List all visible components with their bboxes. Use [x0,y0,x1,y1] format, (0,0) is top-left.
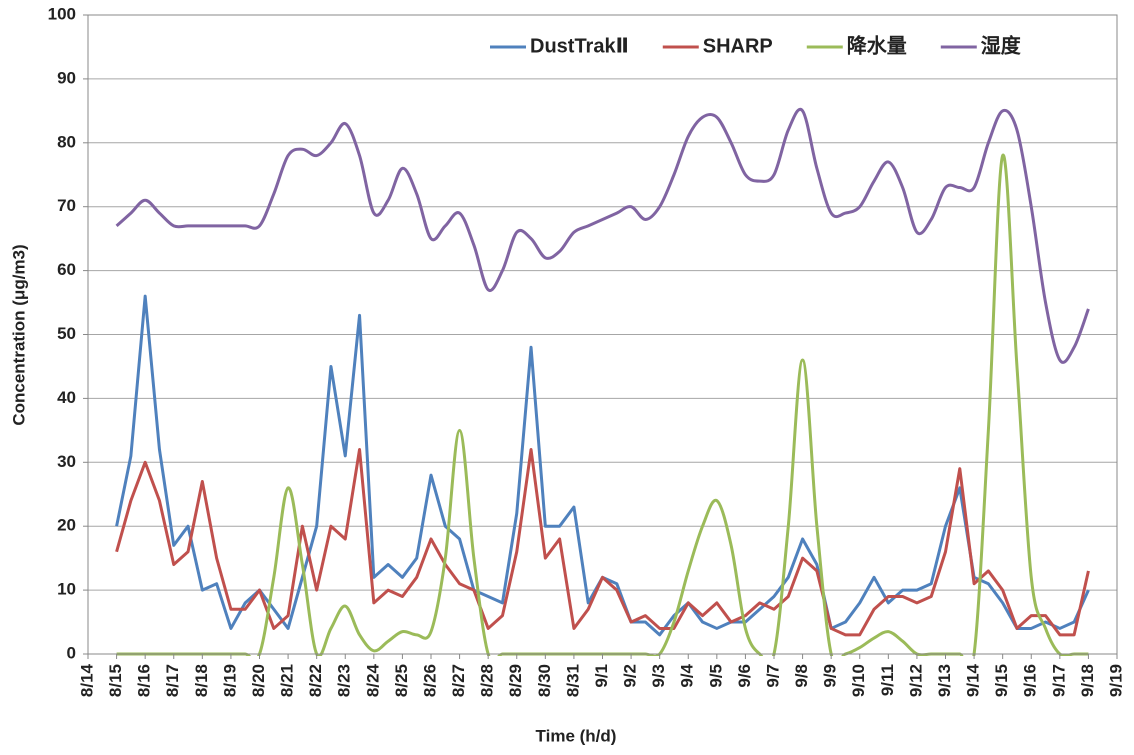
x-tick-label: 9/7 [763,664,782,688]
y-tick-label: 30 [57,452,76,471]
x-tick-label: 9/13 [935,664,954,697]
x-tick-label: 8/28 [478,664,497,697]
y-axis-label: Concentration (μg/m3) [9,244,28,425]
x-tick-label: 8/30 [535,664,554,697]
y-tick-label: 50 [57,324,76,343]
y-tick-label: 60 [57,260,76,279]
y-tick-label: 90 [57,68,76,87]
y-tick-label: 10 [57,580,76,599]
x-tick-label: 9/19 [1106,664,1125,697]
y-tick-label: 0 [67,643,76,662]
grid [88,14,1117,655]
series-line [115,107,1090,364]
legend-label: SHARP [703,35,773,57]
legend: DustTrakⅡ SHARP 降水量 湿度 [490,33,1022,57]
series-line [115,448,1090,637]
x-tick-label: 8/16 [135,664,154,697]
x-tick-label: 8/29 [506,664,525,697]
legend-label: 降水量 [847,33,907,57]
legend-label: 湿度 [981,33,1022,57]
y-tick-label: 40 [57,388,76,407]
x-tick-label: 8/15 [106,664,125,697]
series-line [115,294,1090,637]
x-tick-label: 8/22 [306,664,325,697]
x-tick-label: 8/27 [449,664,468,697]
x-tick-label: 8/31 [563,664,582,697]
x-tick-label: 9/14 [964,663,983,697]
x-tick-label: 8/25 [392,664,411,697]
x-tick-label: 8/20 [249,664,268,697]
x-tick-label: 9/11 [878,664,897,696]
x-tick-label: 9/5 [706,664,725,688]
x-tick-label: 8/23 [335,664,354,697]
x-tick-label: 9/6 [735,664,754,688]
x-tick-label: 9/18 [1078,664,1097,697]
y-tick-label: 70 [57,196,76,215]
x-tick-label: 9/8 [792,664,811,688]
x-tick-label: 8/26 [420,664,439,697]
y-tick-label: 20 [57,516,76,535]
x-tick-label: 9/9 [821,664,840,688]
x-tick-label: 9/2 [621,664,640,688]
x-tick-label: 9/4 [678,663,697,687]
x-tick-label: 8/19 [220,664,239,697]
x-tick-label: 8/14 [77,663,96,697]
x-axis-label: Time (h/d) [536,726,617,745]
x-tick-label: 8/21 [278,664,297,697]
y-tick-label: 80 [57,132,76,151]
x-tick-label: 9/17 [1049,664,1068,697]
x-tick-label: 9/1 [592,664,611,688]
x-tick-label: 8/17 [163,664,182,697]
x-tick-label: 8/24 [363,663,382,697]
plot-frame [87,14,1118,655]
y-tick-label: 100 [48,4,76,23]
x-tick-label: 9/10 [849,664,868,697]
legend-label: DustTrakⅡ [530,35,629,57]
x-tick-label: 9/12 [906,664,925,697]
x-tick-label: 9/15 [992,664,1011,697]
x-tick-label: 9/16 [1021,664,1040,697]
x-tick-label: 8/18 [192,664,211,697]
plot-lines [115,107,1090,656]
axes: 0 10 20 30 40 50 60 70 80 90 100 8/14 8/15 8/16 8/17 8/… [48,4,1126,697]
x-tick-label: 9/3 [649,664,668,688]
